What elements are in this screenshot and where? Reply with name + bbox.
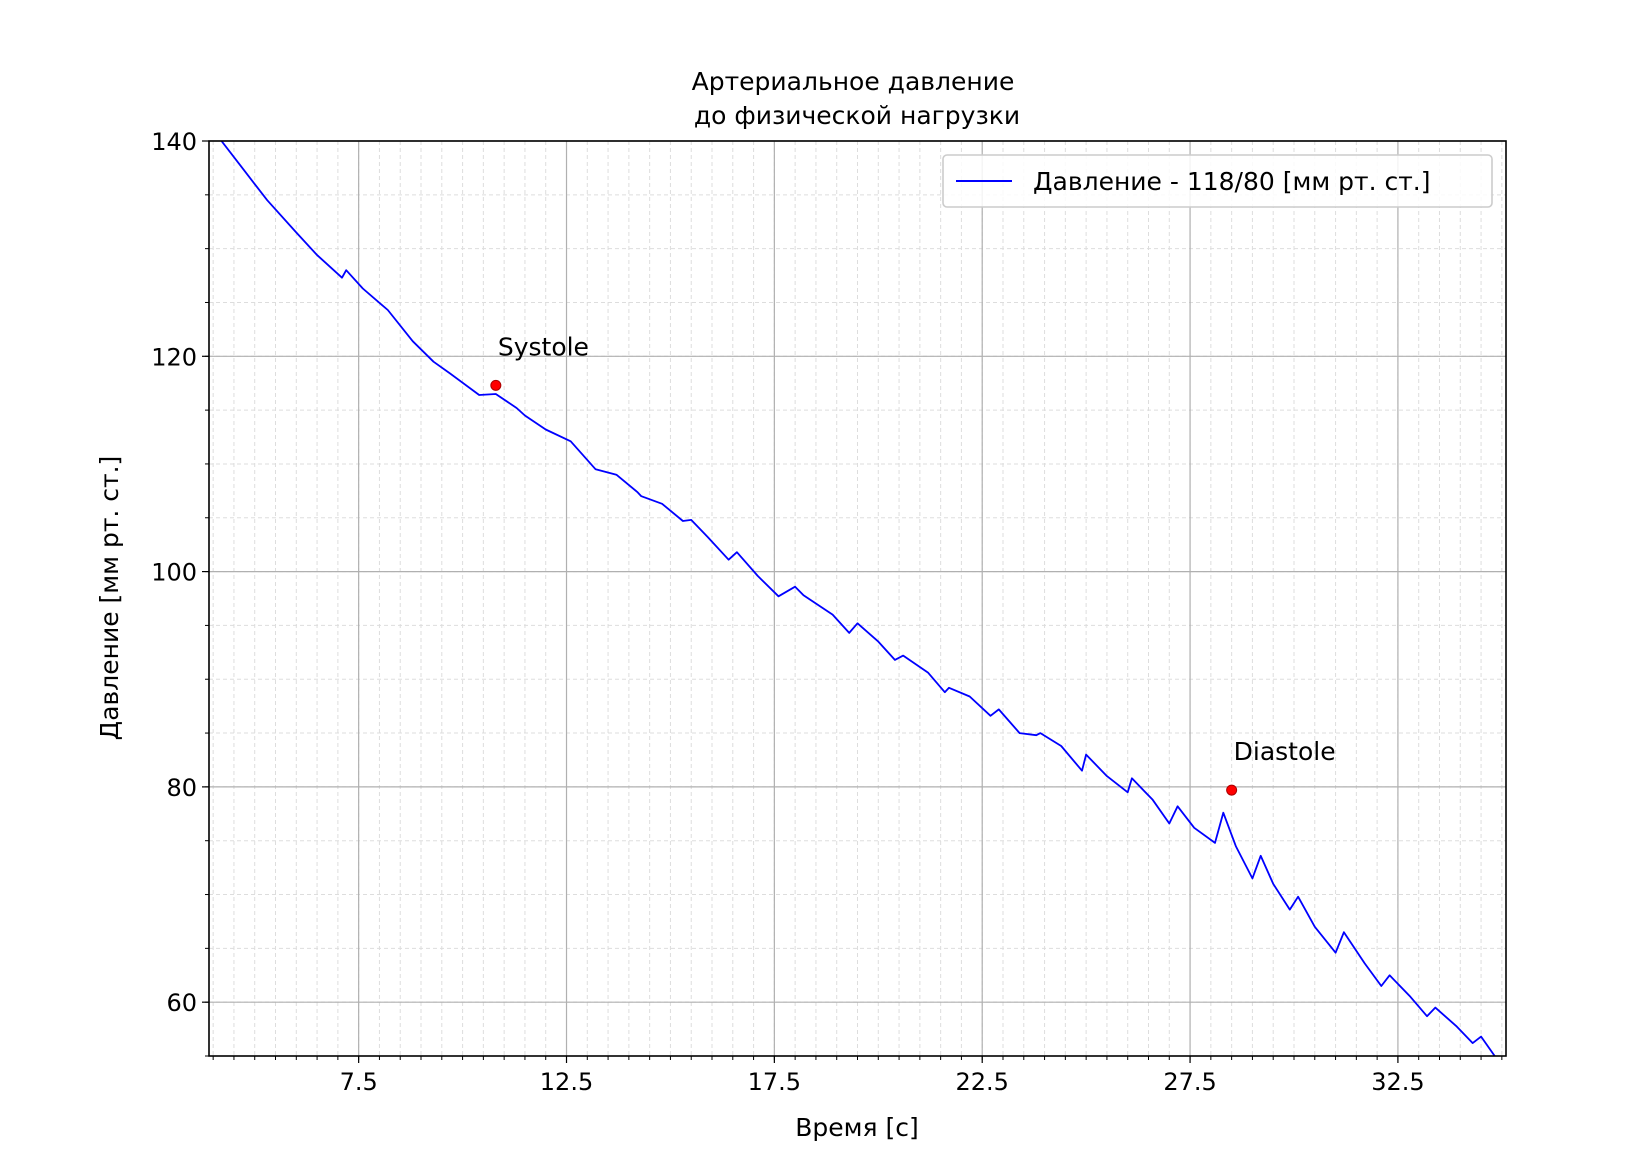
chart-title-line-2: до физической нагрузки <box>686 101 1020 130</box>
x-tick-label: 12.5 <box>540 1068 593 1096</box>
legend: Давление - 118/80 [мм рт. ст.] <box>942 154 1493 208</box>
y-tick-label: 120 <box>151 343 197 371</box>
y-tick-label: 60 <box>166 989 197 1017</box>
chart-title-line-1: Артериальное давление <box>692 67 1015 96</box>
series-layer <box>220 141 1496 1056</box>
annotation-label: Diastole <box>1234 737 1336 766</box>
pressure-line <box>220 141 1496 1056</box>
x-axis-ticks: 7.5 12.5 17.5 22.5 27.5 32.5 <box>212 1056 1503 1096</box>
y-axis-ticks: 60 80 100 120 140 <box>151 128 209 1057</box>
y-axis-label: Давление [мм рт. ст.] <box>95 456 124 741</box>
y-tick-label: 80 <box>166 774 197 802</box>
legend-label: Давление - 118/80 [мм рт. ст.] <box>1033 167 1431 196</box>
x-tick-label: 27.5 <box>1163 1068 1216 1096</box>
legend-box <box>942 154 1493 208</box>
annotation-marker <box>490 379 502 391</box>
y-tick-label: 140 <box>151 128 197 156</box>
annotation-marker <box>1226 784 1238 796</box>
x-tick-label: 7.5 <box>340 1068 378 1096</box>
annotation-label: Systole <box>498 332 589 361</box>
y-tick-label: 100 <box>151 559 197 587</box>
x-tick-label: 22.5 <box>955 1068 1008 1096</box>
x-tick-label: 17.5 <box>748 1068 801 1096</box>
x-axis-label: Время [с] <box>795 1113 919 1142</box>
x-tick-label: 32.5 <box>1371 1068 1424 1096</box>
annotation-layer: Systole Diastole <box>490 332 1336 796</box>
